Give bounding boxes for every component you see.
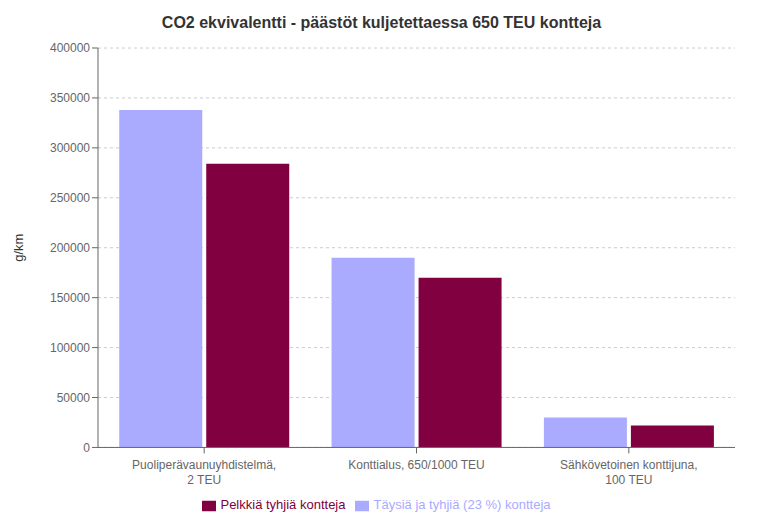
- html-text:Täysiä ja tyhjiä (23 %) kontte: Täysiä ja tyhjiä (23 %) kontteja: [373, 497, 551, 513]
- svg-text:150000: 150000: [50, 291, 90, 305]
- svg-text:g/km: g/km: [11, 234, 26, 262]
- svg-text:100000: 100000: [50, 341, 90, 355]
- svg-text:400000: 400000: [50, 41, 90, 55]
- svg-text:Konttialus, 650/1000 TEU: Konttialus, 650/1000 TEU: [348, 458, 485, 472]
- svg-text:350000: 350000: [50, 91, 90, 105]
- svg-text:300000: 300000: [50, 141, 90, 155]
- svg-text:Puoliperävaunuyhdistelmä,2 TEU: Puoliperävaunuyhdistelmä,2 TEU: [132, 458, 276, 487]
- svg-text:Sähkövetoinen konttijuna,100 T: Sähkövetoinen konttijuna,100 TEU: [560, 458, 697, 487]
- html-text:Pelkkiä tyhjiä kontteja: Pelkkiä tyhjiä kontteja: [220, 497, 346, 513]
- html-text:CO2 ekvivalentti - päästöt kul: CO2 ekvivalentti - päästöt kuljetettaess…: [161, 14, 602, 31]
- svg-text:250000: 250000: [50, 191, 90, 205]
- svg-text:50000: 50000: [57, 391, 91, 405]
- svg-text:200000: 200000: [50, 241, 90, 255]
- svg-text:0: 0: [83, 441, 90, 455]
